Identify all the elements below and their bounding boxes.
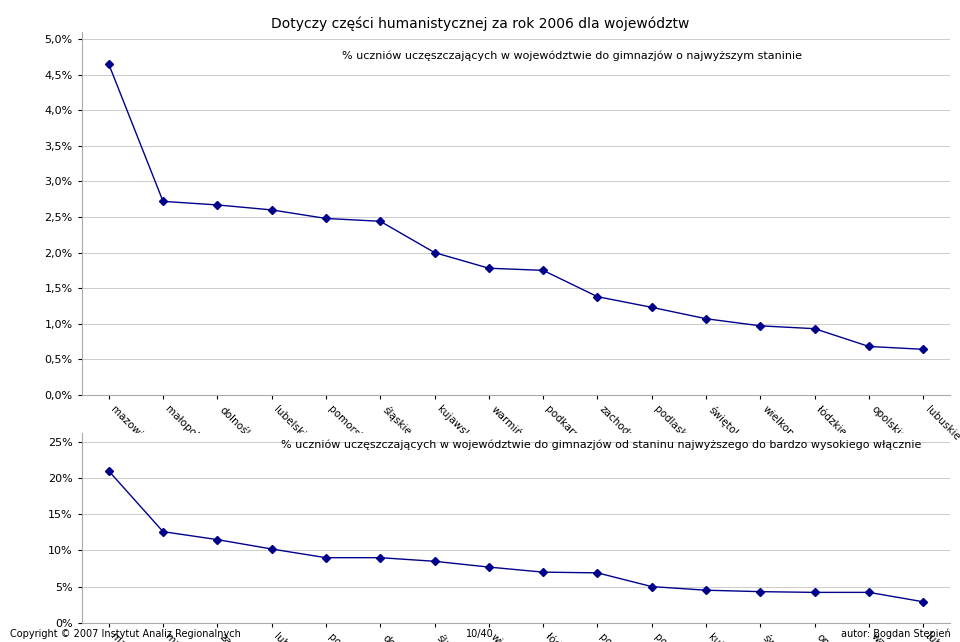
- Text: 10/40: 10/40: [467, 629, 493, 639]
- Text: % uczniów uczęszczających w województwie do gimnazjów o najwyższym staninie: % uczniów uczęszczających w województwie…: [342, 50, 803, 61]
- Text: autor: Bogdan Stępień: autor: Bogdan Stępień: [841, 629, 950, 639]
- Text: % uczniów uczęszczających w województwie do gimnazjów od staninu najwyższego do : % uczniów uczęszczających w województwie…: [281, 439, 922, 449]
- Text: Copyright © 2007 Instytut Analiz Regionalnych: Copyright © 2007 Instytut Analiz Regiona…: [10, 629, 240, 639]
- Text: Dotyczy części humanistycznej za rok 2006 dla województw: Dotyczy części humanistycznej za rok 200…: [271, 16, 689, 31]
